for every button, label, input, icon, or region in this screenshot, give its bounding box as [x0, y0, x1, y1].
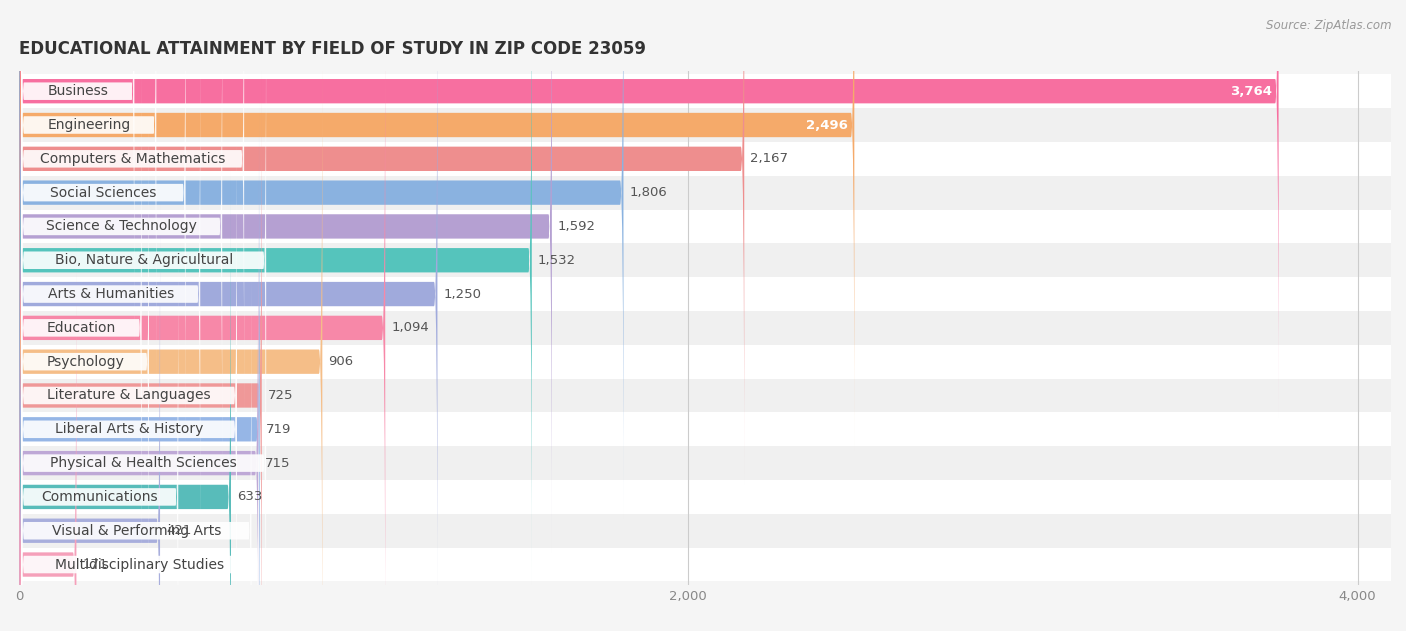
- Text: 715: 715: [264, 457, 290, 469]
- FancyBboxPatch shape: [20, 103, 260, 631]
- FancyBboxPatch shape: [21, 0, 245, 420]
- Text: 1,592: 1,592: [558, 220, 596, 233]
- FancyBboxPatch shape: [21, 303, 259, 631]
- FancyBboxPatch shape: [20, 480, 1391, 514]
- Text: Visual & Performing Arts: Visual & Performing Arts: [52, 524, 221, 538]
- Text: Business: Business: [48, 84, 108, 98]
- FancyBboxPatch shape: [20, 108, 1391, 142]
- FancyBboxPatch shape: [21, 32, 200, 556]
- Text: Education: Education: [46, 321, 117, 335]
- FancyBboxPatch shape: [21, 0, 135, 353]
- FancyBboxPatch shape: [21, 201, 266, 631]
- FancyBboxPatch shape: [21, 66, 142, 589]
- FancyBboxPatch shape: [21, 0, 266, 522]
- Text: 725: 725: [267, 389, 294, 402]
- FancyBboxPatch shape: [20, 244, 1391, 277]
- Text: Science & Technology: Science & Technology: [46, 220, 197, 233]
- FancyBboxPatch shape: [20, 142, 1391, 175]
- FancyBboxPatch shape: [20, 175, 1391, 209]
- FancyBboxPatch shape: [21, 134, 236, 631]
- Text: Multidisciplinary Studies: Multidisciplinary Studies: [55, 558, 225, 572]
- Text: Bio, Nature & Agricultural: Bio, Nature & Agricultural: [55, 253, 233, 268]
- Text: Physical & Health Sciences: Physical & Health Sciences: [51, 456, 238, 470]
- FancyBboxPatch shape: [20, 209, 1391, 244]
- Text: 1,532: 1,532: [538, 254, 576, 267]
- Text: 1,806: 1,806: [630, 186, 668, 199]
- Text: 2,496: 2,496: [806, 119, 848, 131]
- FancyBboxPatch shape: [20, 548, 1391, 581]
- FancyBboxPatch shape: [21, 235, 179, 631]
- FancyBboxPatch shape: [20, 446, 1391, 480]
- FancyBboxPatch shape: [20, 205, 160, 631]
- FancyBboxPatch shape: [20, 0, 551, 552]
- FancyBboxPatch shape: [20, 413, 1391, 446]
- FancyBboxPatch shape: [21, 0, 156, 387]
- FancyBboxPatch shape: [20, 0, 1278, 417]
- FancyBboxPatch shape: [20, 239, 76, 631]
- FancyBboxPatch shape: [20, 2, 385, 631]
- FancyBboxPatch shape: [20, 311, 1391, 345]
- FancyBboxPatch shape: [21, 0, 222, 488]
- FancyBboxPatch shape: [20, 514, 1391, 548]
- Text: 3,764: 3,764: [1230, 85, 1272, 98]
- FancyBboxPatch shape: [21, 100, 149, 623]
- Text: 171: 171: [83, 558, 108, 571]
- Text: EDUCATIONAL ATTAINMENT BY FIELD OF STUDY IN ZIP CODE 23059: EDUCATIONAL ATTAINMENT BY FIELD OF STUDY…: [20, 40, 647, 58]
- FancyBboxPatch shape: [20, 74, 1391, 108]
- Text: 906: 906: [329, 355, 353, 368]
- FancyBboxPatch shape: [20, 137, 259, 631]
- FancyBboxPatch shape: [20, 69, 262, 631]
- FancyBboxPatch shape: [20, 0, 623, 519]
- Text: 1,094: 1,094: [391, 321, 429, 334]
- FancyBboxPatch shape: [20, 0, 531, 586]
- Text: 1,250: 1,250: [443, 288, 481, 300]
- FancyBboxPatch shape: [20, 379, 1391, 413]
- Text: 421: 421: [166, 524, 191, 537]
- Text: 2,167: 2,167: [751, 152, 789, 165]
- FancyBboxPatch shape: [20, 36, 322, 631]
- FancyBboxPatch shape: [21, 0, 186, 454]
- FancyBboxPatch shape: [21, 168, 236, 631]
- FancyBboxPatch shape: [20, 345, 1391, 379]
- FancyBboxPatch shape: [20, 277, 1391, 311]
- Text: Computers & Mathematics: Computers & Mathematics: [39, 152, 225, 166]
- Text: Literature & Languages: Literature & Languages: [48, 389, 211, 403]
- Text: Social Sciences: Social Sciences: [51, 186, 156, 199]
- Text: Source: ZipAtlas.com: Source: ZipAtlas.com: [1267, 19, 1392, 32]
- FancyBboxPatch shape: [20, 0, 437, 620]
- Text: Liberal Arts & History: Liberal Arts & History: [55, 422, 204, 436]
- Text: 719: 719: [266, 423, 291, 436]
- Text: Arts & Humanities: Arts & Humanities: [48, 287, 174, 301]
- Text: Communications: Communications: [41, 490, 157, 504]
- Text: 633: 633: [238, 490, 263, 504]
- FancyBboxPatch shape: [21, 269, 252, 631]
- FancyBboxPatch shape: [20, 0, 744, 485]
- FancyBboxPatch shape: [20, 171, 231, 631]
- Text: Engineering: Engineering: [48, 118, 131, 132]
- FancyBboxPatch shape: [20, 0, 855, 451]
- Text: Psychology: Psychology: [46, 355, 124, 369]
